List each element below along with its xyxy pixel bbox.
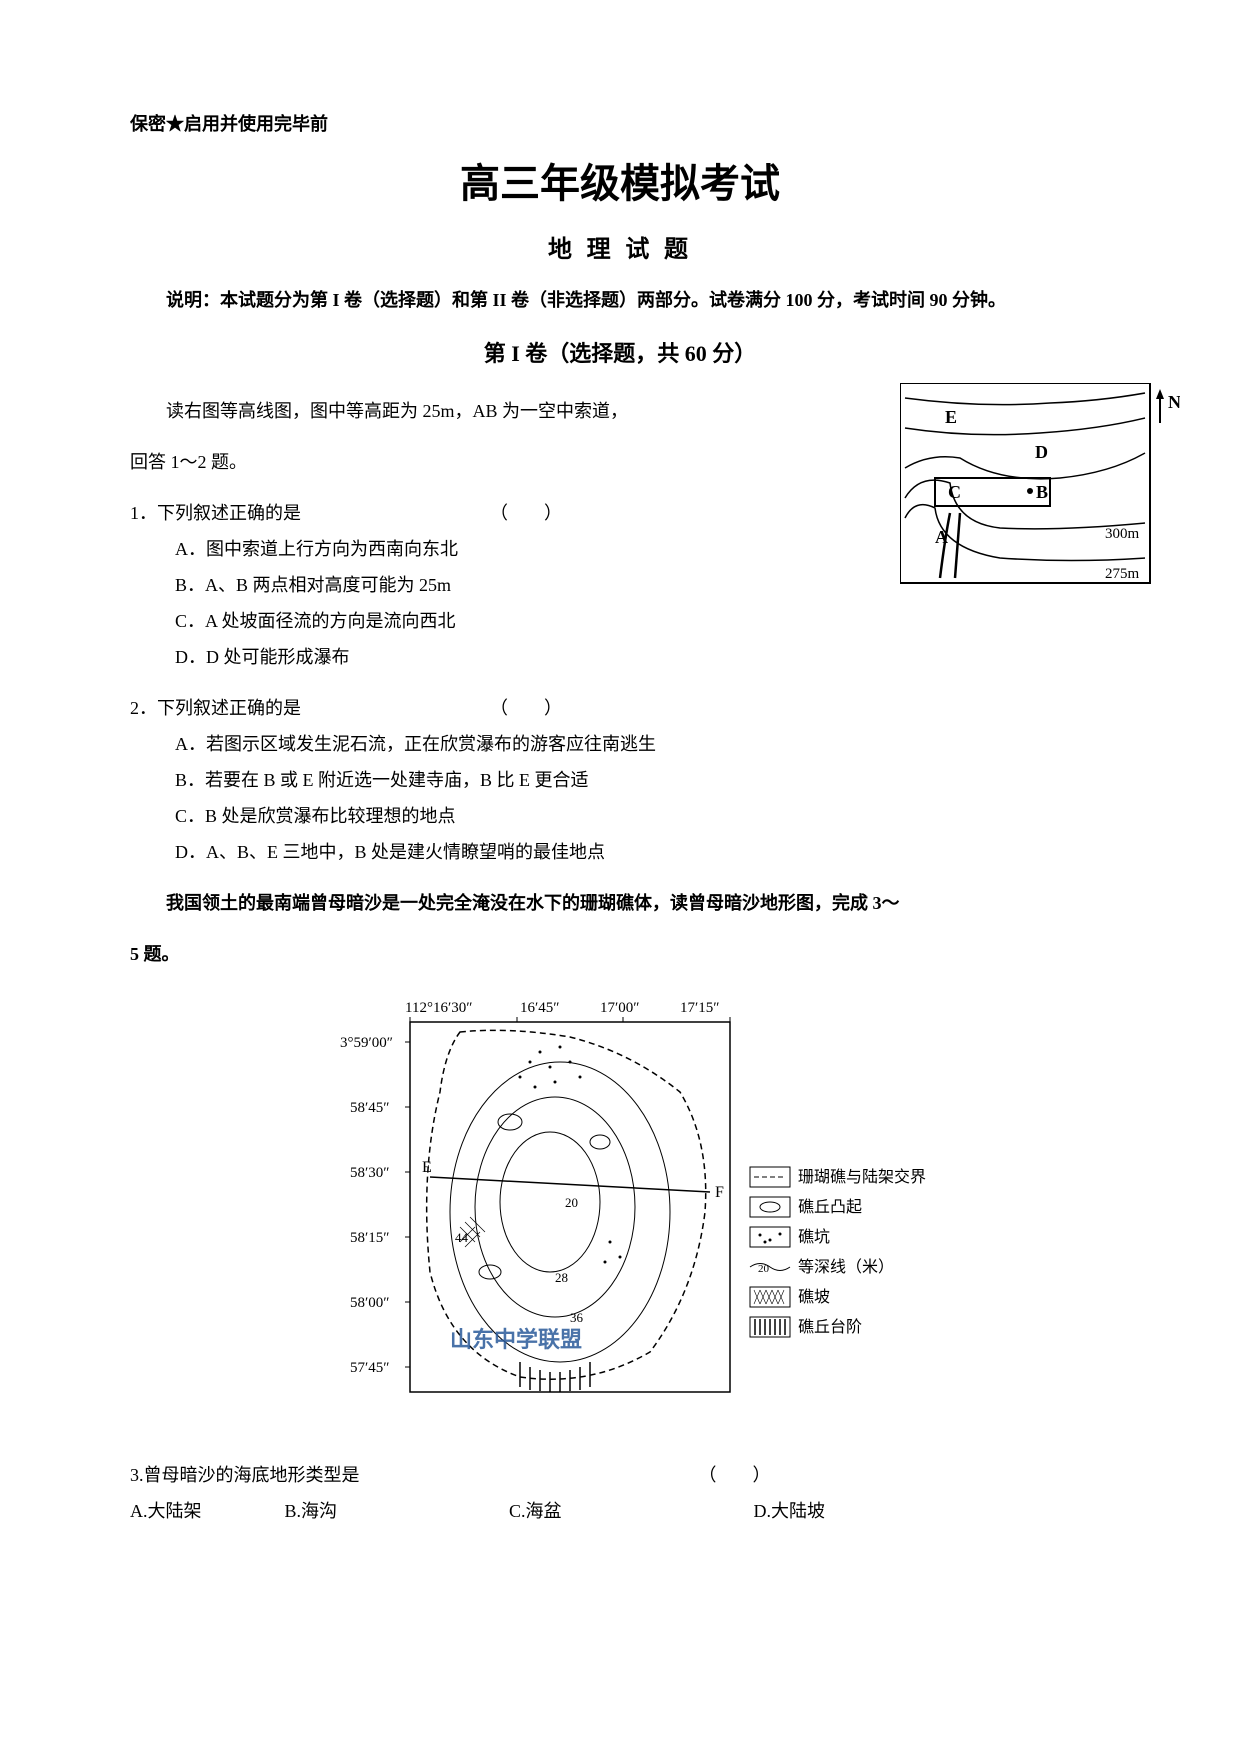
question-2: 2．下列叙述正确的是 （ ） A．若图示区域发生泥石流，正在欣赏瀑布的游客应往南… [130,690,1110,870]
q2-stem: 2．下列叙述正确的是 [130,698,301,718]
q3-opt-c: C.海盆 [509,1493,749,1529]
map-label-e: E [945,407,957,427]
q2-paren: （ ） [490,698,562,718]
legend-6: 礁丘台阶 [798,1318,862,1336]
q2-opt-b: B．若要在 B 或 E 附近选一处建寺庙，B 比 E 更合适 [130,762,1110,798]
legend-3: 礁坑 [798,1228,830,1246]
intro-q35: 我国领土的最南端曾母暗沙是一处完全淹没在水下的珊瑚礁体，读曾母暗沙地形图，完成 … [130,885,1110,921]
lon-3: 17′00″ [600,1000,640,1016]
legend-5: 礁坡 [798,1288,830,1306]
instructions: 说明：本试题分为第 I 卷（选择题）和第 II 卷（非选择题）两部分。试卷满分 … [130,284,1110,316]
lon-1: 112°16′30″ [405,1000,472,1016]
watermark: 山东中学联盟 [450,1327,582,1352]
legend: 珊瑚礁与陆架交界 礁丘凸起 礁坑 20 等深线（米） [750,1167,926,1337]
depth-20: 20 [565,1195,578,1210]
legend-4: 等深线（米） [798,1258,894,1276]
q2-opt-c: C．B 处是欣赏瀑布比较理想的地点 [130,798,1110,834]
lat-6: 57′45″ [350,1360,390,1376]
zengmu-map: 112°16′30″ 16′45″ 17′00″ 17′15″ 3°59′00″… [130,992,1110,1427]
section-title: 第 I 卷（选择题，共 60 分） [130,336,1110,368]
svg-text:20: 20 [758,1263,770,1275]
legend-1: 珊瑚礁与陆架交界 [798,1168,926,1186]
lat-5: 58′00″ [350,1295,390,1311]
lon-2: 16′45″ [520,1000,560,1016]
q1-opt-d: D．D 处可能形成瀑布 [130,639,1110,675]
header-note: 保密★启用并使用完毕前 [130,110,1110,136]
point-f: F [715,1184,724,1201]
q1-paren: （ ） [490,503,562,523]
north-label: N [1168,392,1180,412]
point-e: E [422,1159,432,1176]
main-title: 高三年级模拟考试 [130,151,1110,209]
elev-300: 300m [1105,526,1140,542]
map-label-b: B [1036,482,1048,502]
q1-opt-c: C．A 处坡面径流的方向是流向西北 [130,603,1110,639]
lat-1: 3°59′00″ [340,1035,393,1051]
depth-36: 36 [570,1310,584,1325]
map-label-c: C [948,482,961,502]
lon-4: 17′15″ [680,1000,720,1016]
q3-opt-b: B.海沟 [285,1493,505,1529]
q2-opt-d: D．A、B、E 三地中，B 处是建火情瞭望哨的最佳地点 [130,834,1110,870]
q3-paren: （ ） [699,1465,771,1485]
lat-3: 58′30″ [350,1165,390,1181]
elev-275: 275m [1105,566,1140,582]
map-label-d: D [1035,442,1048,462]
q3-options: A.大陆架 B.海沟 C.海盆 D.大陆坡 [130,1493,1110,1529]
q2-opt-a: A．若图示区域发生泥石流，正在欣赏瀑布的游客应往南逃生 [130,726,1110,762]
q3-opt-d: D.大陆坡 [754,1493,826,1529]
q3-stem: 3.曾母暗沙的海底地形类型是 [130,1465,360,1485]
q1-stem: 1．下列叙述正确的是 [130,503,301,523]
q3-opt-a: A.大陆架 [130,1493,280,1529]
sub-title: 地 理 试 题 [130,229,1110,264]
depth-28: 28 [555,1270,568,1285]
depth-44: 44 [455,1230,469,1245]
q12-content: N E D C B A 300m 275m 读右图等高线图，图中等高距为 25m… [130,393,1110,870]
lat-4: 58′15″ [350,1230,390,1246]
lat-2: 58′45″ [350,1100,390,1116]
legend-2: 礁丘凸起 [798,1198,862,1216]
intro-q35-cont: 5 题。 [130,936,1110,972]
question-3: 3.曾母暗沙的海底地形类型是 （ ） [130,1457,1110,1493]
contour-map: N E D C B A 300m 275m [900,383,1180,603]
